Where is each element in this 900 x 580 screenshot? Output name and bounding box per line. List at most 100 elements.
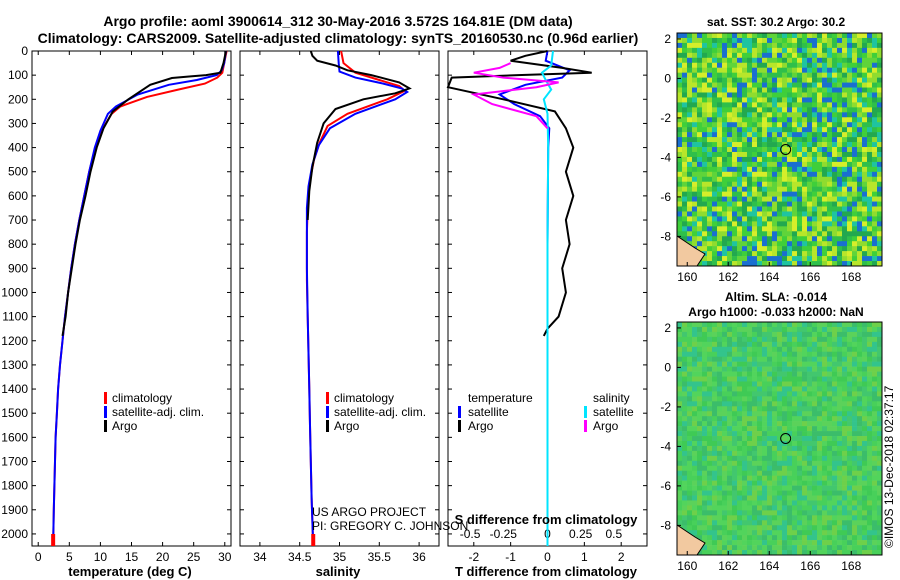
heatmap-cell: [792, 545, 798, 551]
heatmap-cell: [722, 62, 728, 68]
heatmap-cell: [752, 72, 758, 78]
heatmap-cell: [792, 206, 798, 212]
heatmap-cell: [847, 530, 853, 536]
heatmap-cell: [757, 201, 763, 207]
heatmap-cell: [737, 92, 743, 98]
heatmap-cell: [717, 440, 723, 447]
heatmap-cell: [697, 62, 703, 68]
map-x-tick-label: 168: [841, 559, 861, 573]
heatmap-cell: [862, 246, 868, 252]
heatmap-cell: [747, 107, 753, 113]
heatmap-cell: [857, 92, 863, 98]
heatmap-cell: [867, 485, 873, 491]
heatmap-cell: [692, 33, 698, 39]
heatmap-cell: [707, 520, 713, 526]
heatmap-cell: [872, 191, 878, 197]
heatmap-cell: [687, 67, 693, 73]
heatmap-cell: [827, 256, 833, 262]
heatmap-cell: [707, 490, 713, 496]
heatmap-cell: [792, 381, 798, 387]
heatmap-cell: [872, 181, 878, 187]
heatmap-cell: [787, 112, 793, 118]
heatmap-cell: [807, 166, 813, 173]
heatmap-cell: [777, 460, 783, 467]
heatmap-cell: [822, 411, 828, 417]
heatmap-cell: [802, 535, 808, 541]
heatmap-cell: [737, 520, 743, 526]
heatmap-cell: [737, 72, 743, 78]
heatmap-cell: [807, 221, 813, 227]
heatmap-cell: [777, 351, 783, 357]
heatmap-cell: [812, 336, 818, 343]
heatmap-cell: [867, 142, 873, 148]
heatmap-cell: [732, 475, 738, 481]
heatmap-cell: [782, 460, 788, 467]
heatmap-cell: [852, 251, 858, 257]
heatmap-cell: [852, 122, 858, 128]
heatmap-cell: [682, 366, 688, 372]
heatmap-cell: [687, 181, 693, 187]
heatmap-cell: [867, 530, 873, 536]
heatmap-cell: [737, 122, 743, 128]
heatmap-cell: [792, 191, 798, 197]
heatmap-cell: [742, 72, 748, 78]
heatmap-cell: [762, 391, 768, 397]
heatmap-cell: [737, 33, 743, 39]
heatmap-cell: [757, 406, 763, 412]
heatmap-cell: [822, 127, 828, 133]
heatmap-cell: [807, 381, 813, 387]
heatmap-cell: [807, 142, 813, 148]
heatmap-cell: [732, 42, 738, 49]
heatmap-cell: [822, 426, 828, 432]
heatmap-cell: [847, 465, 853, 472]
heatmap-cell: [692, 475, 698, 481]
heatmap-cell: [697, 82, 703, 88]
heatmap-cell: [722, 42, 728, 49]
heatmap-cell: [852, 196, 858, 202]
heatmap-cell: [692, 525, 698, 531]
heatmap-cell: [697, 431, 703, 437]
heatmap-cell: [732, 322, 738, 328]
heatmap-cell: [707, 326, 713, 333]
heatmap-cell: [792, 322, 798, 328]
heatmap-cell: [707, 127, 713, 133]
heatmap-cell: [877, 445, 883, 452]
heatmap-cell: [722, 176, 728, 183]
heatmap-cell: [837, 460, 843, 467]
x-tick-label: 10: [94, 550, 108, 564]
heatmap-cell: [842, 341, 848, 348]
heatmap-cell: [722, 57, 728, 64]
heatmap-cell: [812, 92, 818, 98]
heatmap-cell: [857, 445, 863, 452]
heatmap-cell: [872, 331, 878, 338]
heatmap-cell: [837, 480, 843, 486]
heatmap-cell: [792, 391, 798, 397]
heatmap-cell: [877, 77, 883, 83]
heatmap-cell: [702, 132, 708, 138]
heatmap-cell: [712, 336, 718, 343]
heatmap-cell: [767, 540, 773, 546]
heatmap-cell: [697, 495, 703, 501]
heatmap-cell: [732, 221, 738, 227]
heatmap-cell: [782, 416, 788, 422]
heatmap-cell: [832, 470, 838, 476]
heatmap-cell: [837, 191, 843, 197]
y-tick-label: 1900: [1, 503, 28, 517]
heatmap-cell: [787, 540, 793, 546]
heatmap-cell: [712, 112, 718, 118]
heatmap-cell: [722, 127, 728, 133]
heatmap-cell: [772, 142, 778, 148]
heatmap-cell: [847, 77, 853, 83]
heatmap-cell: [737, 166, 743, 173]
heatmap-cell: [832, 455, 838, 462]
heatmap-cell: [877, 72, 883, 78]
heatmap-cell: [832, 411, 838, 417]
heatmap-cell: [767, 341, 773, 348]
heatmap-cell: [822, 386, 828, 392]
heatmap-cell: [752, 117, 758, 123]
heatmap-cell: [782, 366, 788, 372]
heatmap-cell: [852, 346, 858, 353]
heatmap-cell: [862, 142, 868, 148]
heatmap-cell: [832, 540, 838, 546]
heatmap-cell: [762, 137, 768, 143]
